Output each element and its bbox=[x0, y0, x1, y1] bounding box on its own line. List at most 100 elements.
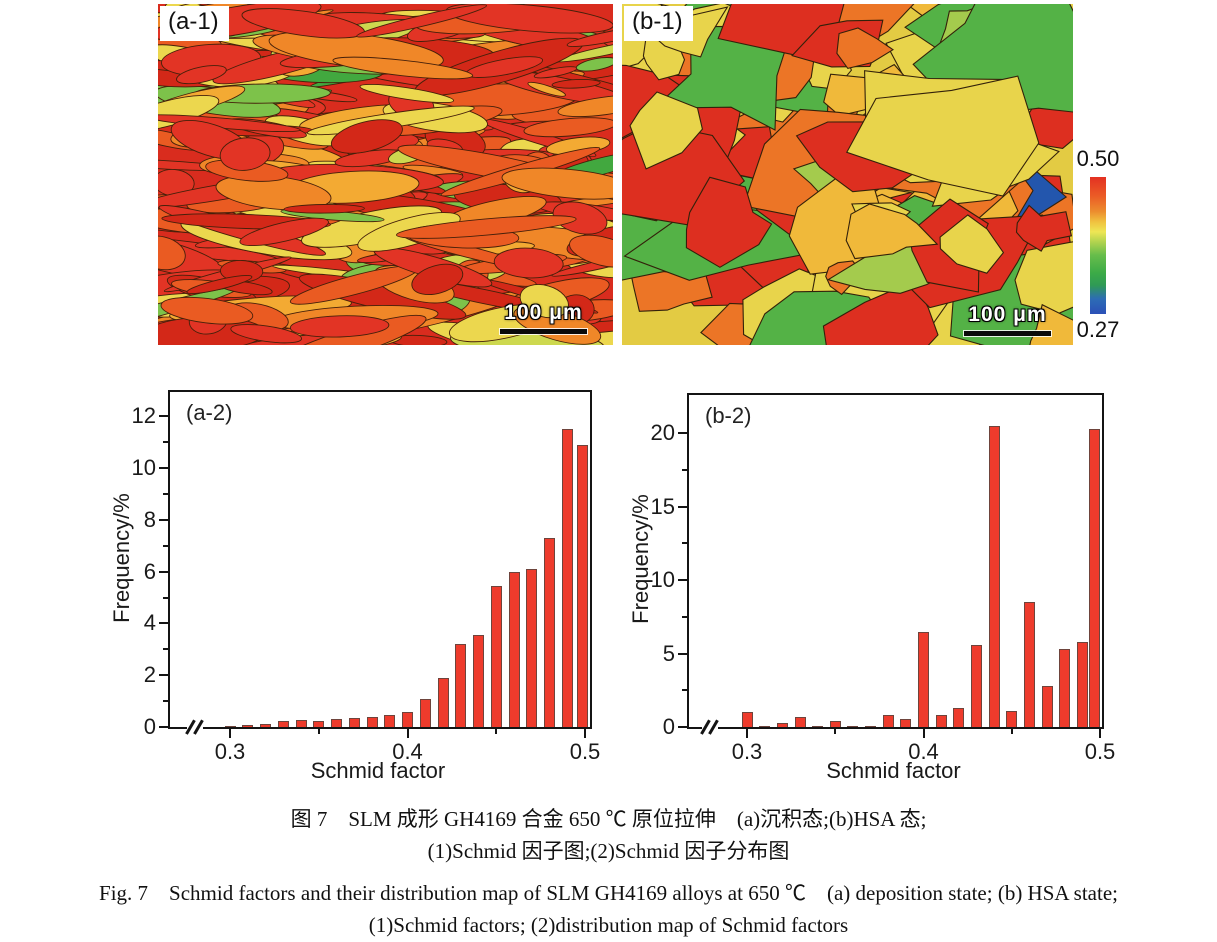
y-minor-tick bbox=[163, 648, 168, 651]
colorbar-gradient bbox=[1090, 177, 1106, 314]
x-tick-label: 0.3 bbox=[214, 739, 246, 764]
y-tick-label: 2 bbox=[143, 662, 156, 688]
scalebar-b1-line bbox=[964, 331, 1051, 336]
y-tick bbox=[159, 415, 168, 418]
y-tick bbox=[159, 726, 168, 728]
y-minor-tick bbox=[682, 542, 687, 545]
chart-a2-plot: (a-2) 0 2 4 6 8 10 12 0.3 0.4 0.5 bbox=[132, 390, 600, 764]
y-tick bbox=[159, 518, 168, 521]
y-tick-label: 8 bbox=[143, 506, 156, 532]
chart-b2-xlabel: Schmid factor bbox=[826, 758, 961, 783]
map-b1-grain-pattern bbox=[622, 4, 1073, 345]
y-minor-tick bbox=[163, 700, 168, 703]
y-minor-tick bbox=[163, 596, 168, 599]
y-tick-label: 6 bbox=[143, 558, 156, 584]
scalebar-a1-text: 100 μm bbox=[504, 301, 583, 324]
bar-0.43 bbox=[971, 644, 982, 727]
x-tick bbox=[922, 729, 925, 738]
map-a1-grain-pattern bbox=[158, 4, 613, 345]
bar-0.37 bbox=[348, 717, 360, 727]
y-tick bbox=[159, 467, 168, 469]
y-minor-tick bbox=[682, 689, 687, 692]
colorbar-min-label: 0.27 bbox=[1076, 317, 1120, 342]
bar-0.32 bbox=[776, 722, 788, 727]
y-tick-label: 0 bbox=[143, 714, 156, 739]
x-tick-label: 0.5 bbox=[569, 739, 601, 764]
bar-0.31 bbox=[242, 725, 254, 727]
bar-0.33 bbox=[277, 720, 289, 727]
bar-0.50 bbox=[577, 444, 588, 727]
bar-0.50 bbox=[1089, 428, 1100, 727]
bar-0.49 bbox=[561, 429, 573, 727]
x-minor-tick bbox=[834, 729, 837, 734]
bar-0.33 bbox=[794, 717, 806, 727]
bar-0.44 bbox=[473, 635, 484, 727]
bar-0.48 bbox=[544, 537, 555, 727]
bar-0.31 bbox=[759, 726, 771, 727]
chart-a2-panel-label: (a-2) bbox=[186, 400, 233, 425]
y-tick-label: 15 bbox=[650, 493, 675, 519]
x-tick bbox=[1099, 729, 1101, 738]
bar-0.35 bbox=[313, 721, 325, 727]
y-tick bbox=[159, 622, 168, 625]
y-tick-label: 10 bbox=[650, 567, 675, 592]
bar-0.41 bbox=[419, 698, 431, 727]
scalebar-a1-line bbox=[500, 329, 587, 334]
x-tick-label: 0.3 bbox=[731, 739, 763, 764]
bar-0.47 bbox=[1041, 685, 1053, 727]
bar-0.49 bbox=[1076, 641, 1088, 727]
y-tick-label: 10 bbox=[131, 455, 156, 480]
bar-0.46 bbox=[1023, 602, 1035, 727]
scalebar-a1: 100 μm bbox=[496, 301, 591, 334]
y-tick-label: 20 bbox=[650, 420, 675, 445]
bar-0.39 bbox=[384, 715, 396, 727]
y-tick-label: 0 bbox=[662, 714, 675, 739]
y-tick-label: 12 bbox=[131, 403, 156, 429]
bar-0.39 bbox=[900, 718, 912, 727]
scalebar-b1: 100 μm bbox=[960, 303, 1055, 336]
bar-0.34 bbox=[295, 719, 307, 727]
chart-b2-plot: (b-2) 0 5 10 15 20 0.3 0.4 0.5 bbox=[651, 393, 1115, 764]
y-tick bbox=[678, 726, 687, 728]
bar-0.30 bbox=[741, 712, 753, 727]
y-minor-tick bbox=[163, 441, 168, 444]
x-minor-tick bbox=[495, 729, 498, 734]
colorbar-max-label: 0.50 bbox=[1076, 146, 1120, 171]
bar-0.48 bbox=[1059, 649, 1071, 727]
bar-0.41 bbox=[935, 715, 947, 727]
chart-a2-ylabel: Frequency/% bbox=[109, 492, 134, 623]
caption-zh-line2: (1)Schmid 因子图;(2)Schmid 因子分布图 bbox=[427, 839, 790, 863]
y-tick-label: 4 bbox=[143, 610, 156, 636]
bar-0.37 bbox=[865, 726, 877, 727]
bar-0.34 bbox=[812, 726, 824, 727]
chart-b2-ylabel: Frequency/% bbox=[628, 494, 653, 624]
bar-0.43 bbox=[455, 644, 467, 727]
y-minor-tick bbox=[163, 492, 168, 495]
x-minor-tick bbox=[317, 729, 320, 734]
bar-0.42 bbox=[437, 677, 449, 727]
bar-0.35 bbox=[829, 721, 841, 727]
bar-0.44 bbox=[988, 425, 1000, 727]
x-axis-break bbox=[700, 719, 722, 735]
y-minor-tick bbox=[682, 468, 687, 471]
bar-0.38 bbox=[366, 717, 378, 727]
bar-0.38 bbox=[882, 715, 894, 727]
bar-0.36 bbox=[331, 719, 342, 727]
x-tick-label: 0.4 bbox=[392, 739, 423, 764]
colorbar: 0.50 0.27 bbox=[1072, 146, 1124, 343]
x-tick bbox=[406, 729, 409, 738]
y-tick bbox=[159, 674, 168, 677]
panel-label-a1: (a-1) bbox=[160, 6, 229, 41]
y-tick bbox=[678, 505, 687, 508]
bar-0.32 bbox=[260, 723, 271, 727]
x-tick bbox=[746, 729, 748, 738]
y-tick bbox=[678, 579, 687, 581]
bar-0.45 bbox=[1006, 710, 1018, 727]
panel-label-b1: (b-1) bbox=[624, 6, 693, 41]
caption-zh-line1: 图 7 SLM 成形 GH4169 合金 650 ℃ 原位拉伸 (a)沉积态;(… bbox=[290, 807, 927, 831]
caption-en-line2: (1)Schmid factors; (2)distribution map o… bbox=[368, 913, 849, 937]
chart-b2: (b-2) 0 5 10 15 20 0.3 0.4 0.5 Frequency/% Schm… bbox=[628, 393, 1115, 783]
y-tick bbox=[678, 652, 687, 655]
chart-a2: (a-2) 0 2 4 6 8 10 12 0.3 0.4 0.5 Frequency/% Sch… bbox=[109, 390, 600, 783]
x-tick bbox=[229, 729, 231, 738]
